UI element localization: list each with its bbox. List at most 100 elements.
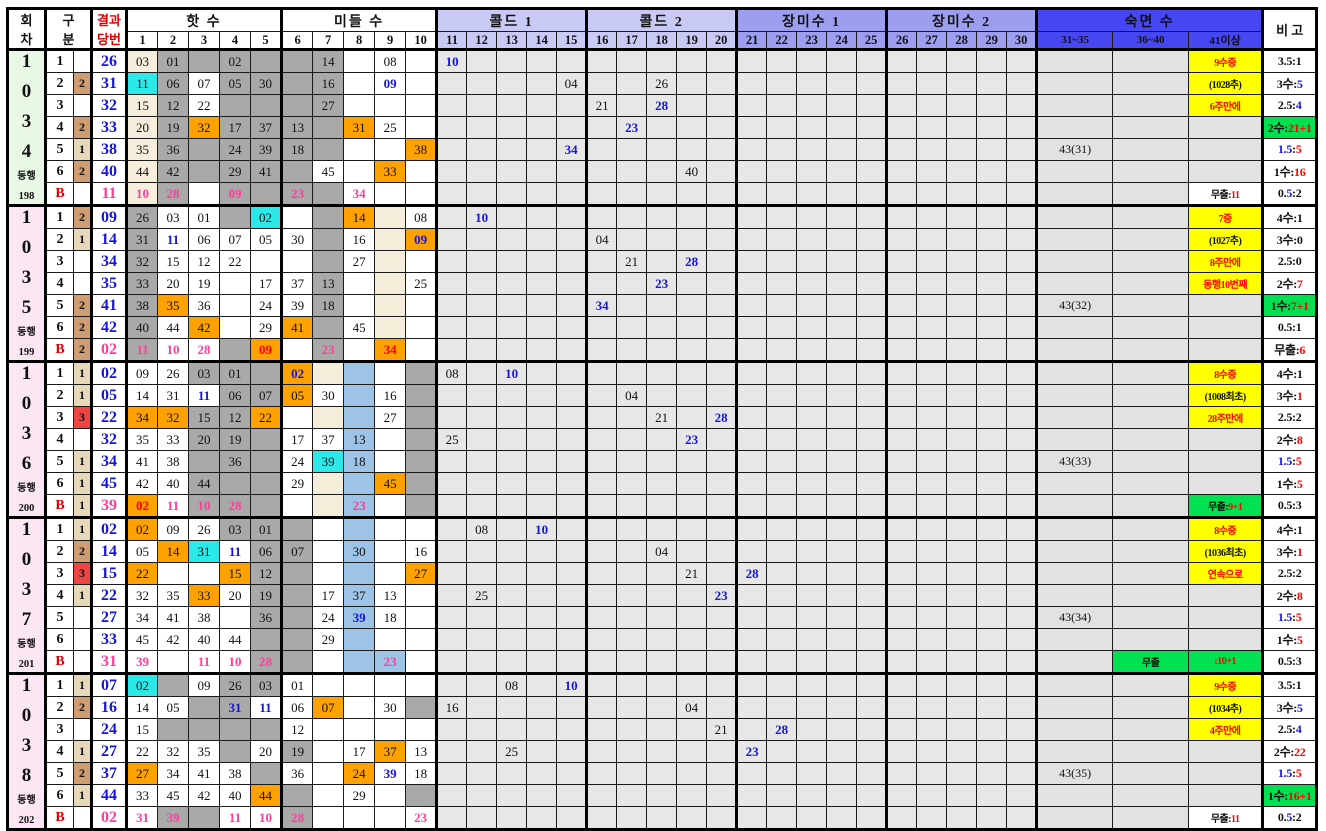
sub-division-cell: 1 [73,672,92,697]
num-cell-c12 [466,472,498,495]
num-cell-c8 [343,272,376,295]
num-cell-c25 [856,338,888,362]
round-digit: 1 [21,519,32,540]
num-cell-c7 [312,250,345,273]
text-segment: 2수: [1276,589,1297,603]
num-cell-c3 [188,806,220,830]
winning-number-cell: 26 [90,48,127,73]
num-cell-c8: 29 [343,784,376,807]
division-cell: 2 [44,228,74,251]
num-cell-c19 [676,272,708,295]
num-cell-c17 [616,784,648,807]
num-cell-c22 [766,228,798,251]
num-cell-c3: 32 [188,116,220,139]
num-cell-c15 [556,406,588,429]
num-cell-c23 [796,94,828,117]
num-cell-c29 [976,472,1008,495]
sleep-31-35-cell: 43(34) [1035,606,1114,629]
num-cell-c24 [826,472,858,495]
block-199-row-6: 6 2 42 40 44 42 29 41 45 0.5:1 [8,316,1318,339]
sleep-31-35-cell [1035,72,1114,95]
num-cell-c25 [856,384,888,407]
sub-division-cell: 1 [73,740,92,763]
num-cell-c1: 45 [125,628,158,651]
sleep-31-35-cell: 43(35) [1035,762,1114,785]
sleep-41-over-cell: 28주만에 [1188,406,1264,429]
num-cell-c17 [616,316,648,339]
num-cell-c8: 17 [343,740,376,763]
num-cell-c27 [916,272,948,295]
header-result-column: 결과 당번 [90,7,127,50]
num-cell-c17 [616,628,648,651]
num-cell-c8 [343,718,376,741]
num-cell-c1: 02 [125,672,158,697]
number-header-1: 1 [125,31,158,50]
sub-division-cell: 2 [73,540,92,563]
sleep-41-over-cell: (1034추) [1188,696,1264,719]
num-cell-c7 [312,494,345,518]
num-cell-c13 [496,116,528,139]
num-cell-c22 [766,762,798,785]
num-cell-c2: 38 [157,450,189,473]
num-cell-c28 [946,540,978,563]
num-cell-c3: 15 [188,406,220,429]
num-cell-c3: 40 [188,628,220,651]
num-cell-c24 [826,540,858,563]
num-cell-c22 [766,562,798,585]
num-cell-c27 [916,72,948,95]
num-cell-c20 [706,116,738,139]
num-cell-c4: 38 [219,762,251,785]
num-cell-c3: 33 [188,584,220,607]
num-cell-c16 [585,116,618,139]
num-cell-c18 [646,48,678,73]
block-202-row-6: 6 1 44 33 45 42 40 44 29 1수:16+1 [8,784,1318,807]
num-cell-c18: 26 [646,72,678,95]
num-cell-c16 [585,406,618,429]
num-cell-c24 [826,406,858,429]
text-segment: 무출: [1210,190,1232,201]
num-cell-c21 [735,784,768,807]
division-cell: 4 [44,584,74,607]
number-header-13: 13 [496,31,528,50]
num-cell-c9 [374,718,407,741]
num-cell-c26 [885,450,918,473]
num-cell-c29 [976,494,1008,518]
num-cell-c12 [466,762,498,785]
num-cell-c27 [916,806,948,830]
num-cell-c20 [706,784,738,807]
num-cell-c11 [435,740,468,763]
num-cell-c13 [496,182,528,206]
num-cell-c28 [946,116,978,139]
num-cell-c16 [585,696,618,719]
text-segment: :2 [1292,810,1302,824]
num-cell-c17 [616,740,648,763]
num-cell-c18: 04 [646,540,678,563]
block-202-row-3: 3 24 15 12 21 28 4주만에 2.5:4 [8,718,1318,741]
sub-division-cell: 1 [73,584,92,607]
num-cell-c28 [946,428,978,451]
num-cell-c17 [616,472,648,495]
num-cell-c4 [219,272,251,295]
num-cell-c20 [706,606,738,629]
remark-cell: 1수:16 [1261,160,1318,183]
num-cell-c12 [466,540,498,563]
sleep-31-35-cell [1035,650,1114,674]
round-digit: 3 [21,111,32,133]
text-segment: 2수: [1276,277,1297,291]
remark-cell: 3.5:1 [1261,48,1318,73]
sleep-41-over-cell: 4주만에 [1188,718,1264,741]
num-cell-c1: 44 [125,160,158,183]
round-digit: 6 [21,453,32,475]
num-cell-c3: 41 [188,762,220,785]
num-cell-c7: 45 [312,160,345,183]
num-cell-c28 [946,628,978,651]
num-cell-c14 [526,718,558,741]
num-cell-c10 [405,316,438,339]
num-cell-c21 [735,338,768,362]
text-segment: 5 [1296,701,1303,715]
num-cell-c5: 19 [249,584,283,607]
sleep-36-40-cell [1112,696,1190,719]
num-cell-c14 [526,784,558,807]
division-cell: 5 [44,762,74,785]
num-cell-c26 [885,72,918,95]
